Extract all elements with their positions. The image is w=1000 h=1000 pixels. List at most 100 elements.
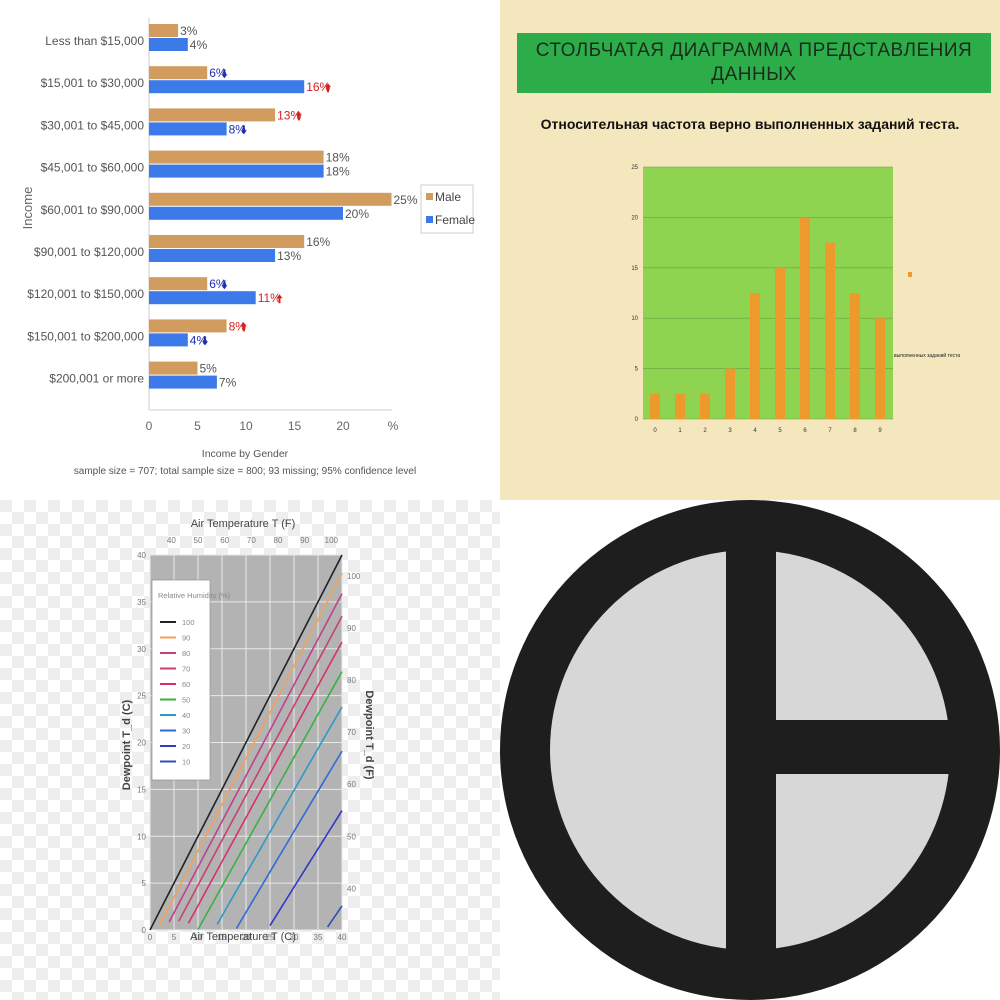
x-tick-label: 9 xyxy=(878,428,882,434)
series-line-rh-30 xyxy=(235,750,343,929)
x-tick-label: 3 xyxy=(728,428,732,434)
bar-female xyxy=(149,249,276,262)
x-tick-label: 4 xyxy=(753,428,757,434)
arrow-down-icon xyxy=(221,280,228,290)
category-label: $45,001 to $60,000 xyxy=(41,161,145,175)
income-by-gender-panel: Less than $15,000 $15,001 to $30,000 $30,0… xyxy=(0,0,500,500)
arrow-up-icon xyxy=(240,322,247,332)
right-tick-label: 50 xyxy=(347,832,356,841)
left-tick-label: 15 xyxy=(137,785,146,794)
bar xyxy=(875,318,885,419)
income-by-gender-chart: Less than $15,000 $15,001 to $30,000 $30,0… xyxy=(20,18,475,477)
bar-male xyxy=(149,319,227,333)
bar xyxy=(675,393,685,419)
value-label-female: 8% xyxy=(229,122,247,136)
circle-with-vertical-bar-and-half-bar-icon xyxy=(500,500,1000,1000)
bar-male xyxy=(149,108,276,122)
category-label: $150,001 to $200,000 xyxy=(27,329,144,343)
series-line-rh-70 xyxy=(178,615,343,922)
series-line-rh-50 xyxy=(197,671,343,930)
right-tick-label: 60 xyxy=(347,780,356,789)
value-label-female: 20% xyxy=(345,207,369,221)
x-tick-label: 5 xyxy=(194,419,201,433)
x-tick-label: 2 xyxy=(703,428,707,434)
left-tick-label: 10 xyxy=(137,832,146,841)
x-tick-label: 1 xyxy=(678,428,682,434)
x-tick-label: 15 xyxy=(288,419,302,433)
left-axis-label: Dewpoint T_d (C) xyxy=(121,699,133,790)
left-tick-label: 40 xyxy=(137,551,146,560)
bottom-tick-label: 10 xyxy=(194,933,203,942)
category-label: Less than $15,000 xyxy=(45,34,144,48)
legend-label-male: Male xyxy=(435,190,461,204)
bar-female xyxy=(149,375,217,389)
bottom-tick-label: 25 xyxy=(266,933,275,942)
legend-label: 50 xyxy=(182,696,190,705)
x-tick-label: 0 xyxy=(146,419,153,433)
value-label-male: 5% xyxy=(200,362,218,376)
bottom-tick-label: 40 xyxy=(338,933,347,942)
y-tick-label: 15 xyxy=(631,266,638,272)
left-tick-label: 5 xyxy=(142,879,147,888)
y-axis-label: Income xyxy=(20,187,35,230)
category-label: $30,001 to $45,000 xyxy=(41,118,145,132)
bottom-tick-label: 15 xyxy=(218,933,227,942)
top-tick-label: 70 xyxy=(247,536,256,545)
value-label-male: 8% xyxy=(229,319,247,333)
value-label-male: 16% xyxy=(306,235,330,249)
arrow-up-icon xyxy=(276,294,283,304)
legend-swatch-male xyxy=(426,193,433,200)
x-tick-label: 0 xyxy=(653,428,657,434)
legend-label: 40 xyxy=(182,711,190,720)
legend-label: 100 xyxy=(182,618,195,627)
category-label: $15,001 to $30,000 xyxy=(41,76,145,90)
left-tick-label: 0 xyxy=(142,926,147,935)
legend-label: 20 xyxy=(182,742,190,751)
value-label-female: 4% xyxy=(190,38,208,52)
value-label-female: 13% xyxy=(277,249,301,263)
bar-female xyxy=(149,333,188,347)
legend-marker xyxy=(908,272,912,277)
chart-subtitle: Относительная частота верно выполненных … xyxy=(540,116,960,132)
bottom-axis-label: Air Temperature T (C) xyxy=(190,931,296,943)
bar-male xyxy=(149,24,179,37)
top-tick-label: 80 xyxy=(274,536,283,545)
legend: Male Female xyxy=(420,184,475,234)
bar xyxy=(700,393,710,419)
bar-male xyxy=(149,277,208,291)
legend-title: Relative Humidity (%) xyxy=(158,591,231,600)
symbol-panel xyxy=(500,500,1000,1000)
bottom-tick-label: 35 xyxy=(314,933,323,942)
bar xyxy=(825,242,835,419)
value-label-female: 11% xyxy=(258,291,281,305)
legend-label: 60 xyxy=(182,680,190,689)
right-tick-label: 80 xyxy=(347,676,356,685)
legend-label: 30 xyxy=(182,727,190,736)
category-label: $60,001 to $90,000 xyxy=(41,203,145,217)
legend-label: 80 xyxy=(182,649,190,658)
x-tick-label: 20 xyxy=(336,419,350,433)
left-tick-label: 20 xyxy=(137,739,146,748)
series-line-rh-40 xyxy=(216,706,343,925)
chart-title: Income by Gender xyxy=(202,448,289,460)
right-tick-label: 100 xyxy=(347,572,361,581)
arrow-down-icon xyxy=(202,336,208,346)
russian-slide-panel: СТОЛБЧАТАЯ ДИАГРАММА ПРЕДСТАВЛЕНИЯ ДАННЫ… xyxy=(500,0,1000,500)
bar xyxy=(800,217,810,419)
legend-label-female: Female xyxy=(435,213,475,227)
bottom-tick-label: 0 xyxy=(148,933,153,942)
side-note: выполненных заданий теста xyxy=(894,353,961,359)
value-label-male: 6% xyxy=(209,277,227,291)
legend: Relative Humidity (%) 100 90 80 70 60 50 40 30 2… xyxy=(151,579,231,781)
bar-female xyxy=(149,80,305,94)
series-line-rh-20 xyxy=(269,810,343,927)
left-tick-label: 35 xyxy=(137,598,146,607)
value-label-male: 3% xyxy=(180,24,198,38)
legend-swatch-female xyxy=(426,216,433,223)
category-label: $90,001 to $120,000 xyxy=(34,245,144,259)
dewpoint-chart: 0 5 10 15 20 25 30 35 40 0 5 10 15 20 25 30 35 40 40 50 60 70… xyxy=(0,500,500,1000)
top-tick-label: 50 xyxy=(194,536,203,545)
legend-label: 10 xyxy=(182,758,190,767)
value-label-female: 4% xyxy=(190,333,208,347)
value-label-female: 7% xyxy=(219,376,237,390)
